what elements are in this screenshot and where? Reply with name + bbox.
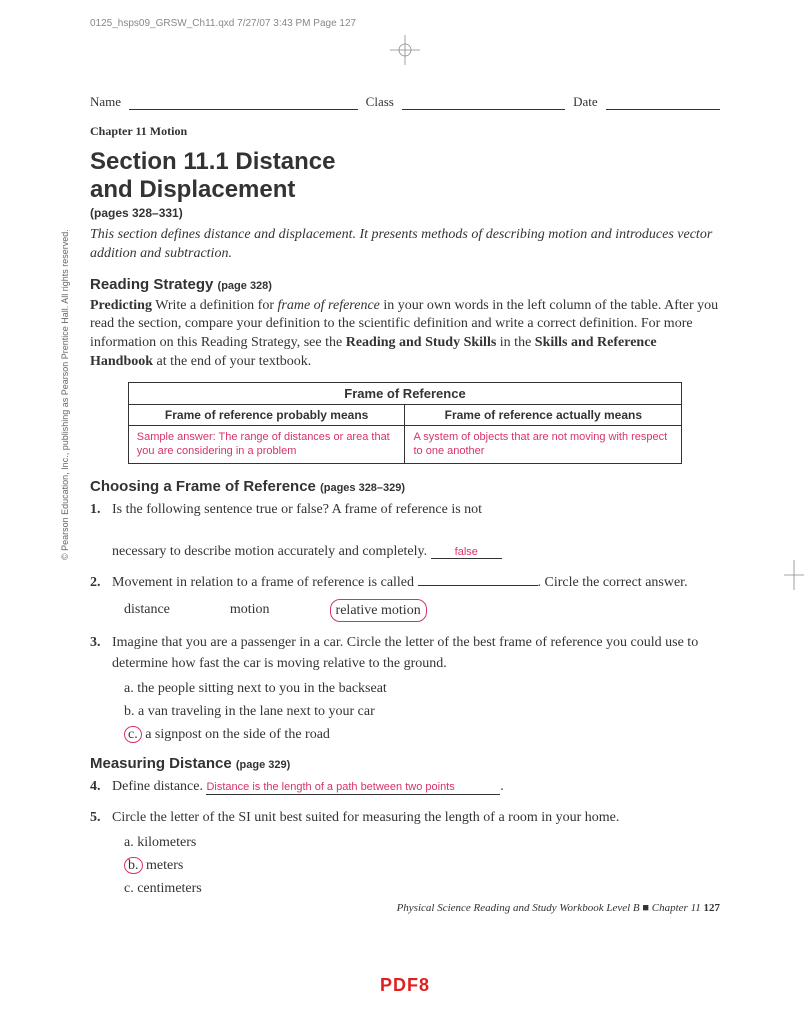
- question-4: 4. Define distance. Distance is the leng…: [108, 776, 720, 797]
- q3-opt-b[interactable]: b. a van traveling in the lane next to y…: [124, 701, 720, 722]
- q2-text-b: . Circle the correct answer.: [538, 575, 688, 590]
- q1-num: 1.: [90, 499, 101, 520]
- q5-c-letter: c.: [124, 881, 134, 896]
- q3-text: Imagine that you are a passenger in a ca…: [112, 635, 698, 671]
- q2-opt-motion[interactable]: motion: [230, 599, 270, 622]
- reading-strategy-heading: Reading Strategy (page 328): [90, 276, 720, 293]
- table-col1-header: Frame of reference probably means: [128, 405, 405, 426]
- q1-answer: false: [431, 546, 502, 559]
- watermark: PDF8: [0, 975, 810, 996]
- rs-p1: Write a definition for: [152, 298, 278, 313]
- rs-b1: Reading and Study Skills: [346, 335, 497, 350]
- q3-b-letter: b.: [124, 704, 135, 719]
- page-footer: Physical Science Reading and Study Workb…: [397, 902, 720, 914]
- section-title-line2: and Displacement: [90, 177, 720, 203]
- q3-c-text: a signpost on the side of the road: [142, 727, 330, 742]
- rs-p3: in the: [496, 335, 535, 350]
- choosing-heading: Choosing a Frame of Reference (pages 328…: [90, 478, 720, 495]
- q3-a-letter: a.: [124, 681, 134, 696]
- name-class-date-row: Name Class Date: [90, 94, 720, 110]
- rs-p4: at the end of your textbook.: [153, 354, 311, 369]
- section-title-line1: Section 11.1 Distance: [90, 149, 720, 175]
- q2-opt-distance[interactable]: distance: [124, 599, 170, 622]
- section-pages: (pages 328–331): [90, 206, 720, 220]
- q5-b-text: meters: [143, 858, 184, 873]
- class-label: Class: [366, 94, 394, 110]
- q4-answer: Distance is the length of a path between…: [206, 781, 454, 793]
- q5-c-text: centimeters: [134, 881, 202, 896]
- name-blank[interactable]: [129, 94, 358, 110]
- chapter-label: Chapter 11 Motion: [90, 124, 720, 139]
- q3-a-text: the people sitting next to you in the ba…: [134, 681, 387, 696]
- q5-opt-b[interactable]: b. meters: [124, 855, 720, 876]
- q2-num: 2.: [90, 572, 101, 593]
- q3-b-text: a van traveling in the lane next to your…: [135, 704, 375, 719]
- q5-num: 5.: [90, 807, 101, 828]
- footer-text: Reading and Study Workbook Level B ■ Cha…: [471, 902, 704, 914]
- heading-text: Reading Strategy: [90, 276, 213, 293]
- question-5: 5. Circle the letter of the SI unit best…: [108, 807, 720, 899]
- name-label: Name: [90, 94, 121, 110]
- frame-of-reference-table: Frame of Reference Frame of reference pr…: [128, 382, 682, 464]
- date-blank[interactable]: [606, 94, 720, 110]
- q5-text: Circle the letter of the SI unit best su…: [112, 810, 619, 825]
- copyright-text: © Pearson Education, Inc., publishing as…: [60, 229, 70, 560]
- file-header: 0125_hsps09_GRSW_Ch11.qxd 7/27/07 3:43 P…: [90, 18, 720, 29]
- table-col2-header: Frame of reference actually means: [405, 405, 682, 426]
- question-2: 2. Movement in relation to a frame of re…: [108, 572, 720, 622]
- measuring-heading-pages: (page 329): [236, 759, 290, 771]
- q5-opt-a[interactable]: a. kilometers: [124, 832, 720, 853]
- footer-page: 127: [704, 902, 721, 914]
- choosing-heading-text: Choosing a Frame of Reference: [90, 478, 316, 495]
- q2-blank[interactable]: [418, 574, 538, 586]
- footer-book: Physical Science: [397, 902, 471, 914]
- q4-num: 4.: [90, 776, 101, 797]
- q1-text-b: necessary to describe motion accurately …: [112, 544, 431, 559]
- crop-mark-side: [784, 560, 804, 595]
- date-label: Date: [573, 94, 598, 110]
- q2-text: Movement in relation to a frame of refer…: [112, 575, 418, 590]
- q3-opt-c[interactable]: c. a signpost on the side of the road: [124, 724, 720, 745]
- q3-opt-a[interactable]: a. the people sitting next to you in the…: [124, 678, 720, 699]
- section-intro: This section defines distance and displa…: [90, 226, 720, 264]
- q5-a-text: kilometers: [134, 835, 197, 850]
- q3-c-letter: c.: [124, 726, 142, 743]
- q5-a-letter: a.: [124, 835, 134, 850]
- question-3: 3. Imagine that you are a passenger in a…: [108, 632, 720, 745]
- table-title: Frame of Reference: [128, 383, 681, 405]
- measuring-heading: Measuring Distance (page 329): [90, 755, 720, 772]
- reading-strategy-para: Predicting Write a definition for frame …: [90, 297, 720, 373]
- table-col2-answer: A system of objects that are not moving …: [405, 426, 682, 464]
- heading-pages: (page 328): [218, 280, 272, 292]
- q5-b-letter: b.: [124, 857, 143, 874]
- measuring-heading-text: Measuring Distance: [90, 755, 232, 772]
- table-col1-answer: Sample answer: The range of distances or…: [128, 426, 405, 464]
- question-1: 1. Is the following sentence true or fal…: [108, 499, 720, 562]
- predicting-lead: Predicting: [90, 298, 152, 313]
- q2-options: distance motion relative motion: [112, 599, 720, 622]
- rs-em: frame of reference: [278, 298, 380, 313]
- choosing-heading-pages: (pages 328–329): [320, 482, 405, 494]
- q5-opt-c[interactable]: c. centimeters: [124, 878, 720, 899]
- q2-opt-relative-motion[interactable]: relative motion: [330, 599, 427, 622]
- class-blank[interactable]: [402, 94, 565, 110]
- q1-text-a: Is the following sentence true or false?…: [112, 502, 482, 517]
- q4-text: Define distance.: [112, 779, 206, 794]
- q3-num: 3.: [90, 632, 101, 653]
- crop-mark-top: [90, 35, 720, 70]
